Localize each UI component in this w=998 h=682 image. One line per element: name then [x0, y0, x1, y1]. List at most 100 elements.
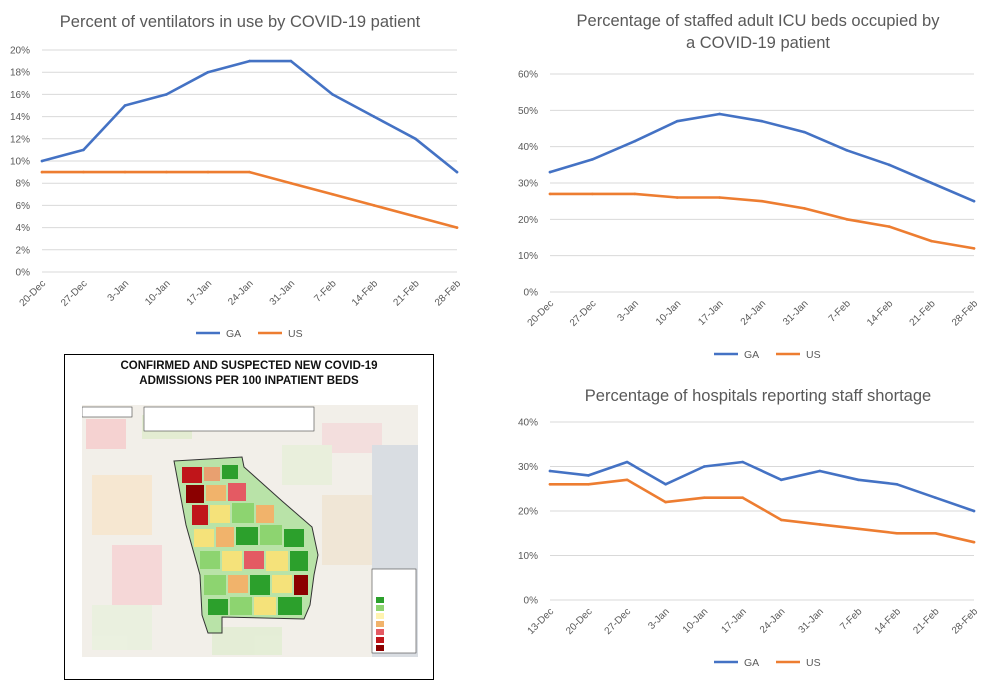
y-tick-label: 12%	[10, 134, 30, 145]
y-tick-label: 18%	[10, 68, 30, 79]
x-tick-label: 24-Jan	[739, 298, 768, 327]
x-tick-label: 28-Feb	[950, 298, 980, 328]
staff-shortage-chart: Percentage of hospitals reporting staff …	[518, 387, 980, 669]
data-point-us	[165, 170, 168, 174]
x-tick-label: 14-Feb	[865, 298, 895, 328]
data-point-ga	[455, 170, 459, 174]
data-point-ga	[372, 115, 376, 118]
x-tick-label: 3-Jan	[646, 606, 671, 631]
legend-label-ga: GA	[744, 657, 759, 669]
data-point-ga	[895, 483, 899, 486]
legend-label-us: US	[288, 328, 303, 340]
data-point-ga	[702, 465, 706, 468]
data-point-us	[718, 196, 721, 199]
data-point-ga	[633, 139, 637, 143]
data-point-us	[123, 170, 127, 174]
data-point-ga	[206, 70, 210, 74]
x-tick-label: 20-Dec	[18, 278, 49, 309]
x-tick-label: 31-Jan	[268, 278, 297, 307]
data-point-ga	[934, 496, 937, 499]
data-point-us	[803, 207, 806, 210]
data-point-us	[548, 192, 552, 196]
data-point-ga	[40, 159, 44, 163]
y-tick-label: 30%	[518, 462, 538, 473]
series-line-ga	[548, 460, 976, 513]
y-tick-label: 20%	[518, 507, 538, 518]
data-point-ga	[331, 93, 334, 96]
y-tick-label: 40%	[518, 142, 538, 153]
y-tick-label: 0%	[16, 268, 31, 279]
y-tick-label: 50%	[518, 106, 538, 117]
y-tick-label: 16%	[10, 90, 30, 101]
x-tick-label: 27-Dec	[59, 278, 90, 309]
data-point-us	[760, 199, 764, 203]
x-tick-label: 24-Jan	[226, 278, 255, 307]
data-point-ga	[930, 181, 933, 185]
x-tick-label: 28-Feb	[433, 278, 463, 308]
x-tick-label: 17-Jan	[696, 298, 725, 327]
data-point-ga	[857, 478, 860, 482]
y-tick-label: 0%	[524, 288, 539, 299]
x-tick-label: 24-Jan	[758, 606, 787, 635]
data-point-us	[414, 215, 417, 218]
x-tick-label: 27-Dec	[568, 298, 599, 329]
y-tick-label: 8%	[16, 179, 31, 190]
series-line-us	[548, 478, 976, 544]
data-point-us	[372, 204, 376, 207]
data-point-us	[887, 225, 891, 228]
series-line-ga	[548, 112, 976, 203]
data-point-us	[82, 170, 85, 174]
y-tick-label: 60%	[518, 70, 538, 81]
x-tick-label: 7-Feb	[838, 606, 865, 633]
data-point-ga	[548, 469, 552, 473]
data-point-us	[587, 483, 590, 486]
x-tick-label: 14-Feb	[873, 606, 903, 636]
x-tick-label: 20-Dec	[526, 298, 557, 329]
data-point-us	[289, 181, 293, 185]
x-tick-label: 31-Jan	[797, 606, 826, 635]
y-tick-label: 0%	[524, 596, 539, 607]
data-point-ga	[591, 158, 594, 161]
data-point-us	[972, 540, 976, 544]
x-tick-label: 21-Feb	[391, 278, 421, 308]
chart-title: Percent of ventilators in use by COVID-1…	[60, 13, 421, 31]
data-point-ga	[587, 474, 590, 477]
chart-title-line-1: Percentage of staffed adult ICU beds occ…	[577, 12, 941, 30]
x-tick-label: 10-Jan	[143, 278, 172, 307]
y-tick-label: 10%	[518, 551, 538, 562]
data-point-us	[930, 239, 933, 243]
ventilators-chart: Percent of ventilators in use by COVID-1…	[10, 13, 463, 340]
map-title: CONFIRMED AND SUSPECTED NEW COVID-19 ADM…	[65, 359, 433, 389]
data-point-us	[779, 518, 783, 522]
data-point-us	[248, 170, 251, 174]
x-tick-label: 3-Jan	[106, 278, 131, 303]
x-tick-label: 28-Feb	[950, 606, 980, 636]
y-tick-label: 6%	[16, 201, 31, 212]
x-tick-label: 21-Feb	[908, 298, 938, 328]
data-point-ga	[123, 104, 127, 107]
y-tick-label: 4%	[16, 223, 31, 234]
data-point-ga	[664, 483, 667, 486]
data-point-us	[741, 496, 745, 499]
data-point-us	[331, 193, 334, 196]
data-point-us	[702, 496, 706, 499]
x-tick-label: 13-Dec	[526, 606, 557, 637]
data-point-us	[934, 531, 937, 535]
data-point-us	[206, 170, 210, 174]
data-point-us	[818, 523, 822, 526]
y-tick-label: 30%	[518, 179, 538, 190]
y-tick-label: 10%	[10, 157, 30, 168]
data-point-ga	[887, 163, 891, 167]
x-tick-label: 27-Dec	[603, 606, 634, 637]
legend-label-us: US	[806, 349, 821, 361]
data-point-us	[591, 192, 594, 196]
data-point-us	[857, 527, 860, 531]
data-point-ga	[675, 119, 679, 123]
x-tick-label: 7-Feb	[312, 278, 339, 305]
data-point-ga	[289, 59, 293, 63]
data-point-ga	[845, 149, 849, 152]
legend-label-ga: GA	[226, 328, 241, 340]
y-tick-label: 10%	[518, 251, 538, 262]
map-title-line-1: CONFIRMED AND SUSPECTED NEW COVID-19	[120, 360, 378, 372]
series-line-us	[40, 170, 459, 229]
